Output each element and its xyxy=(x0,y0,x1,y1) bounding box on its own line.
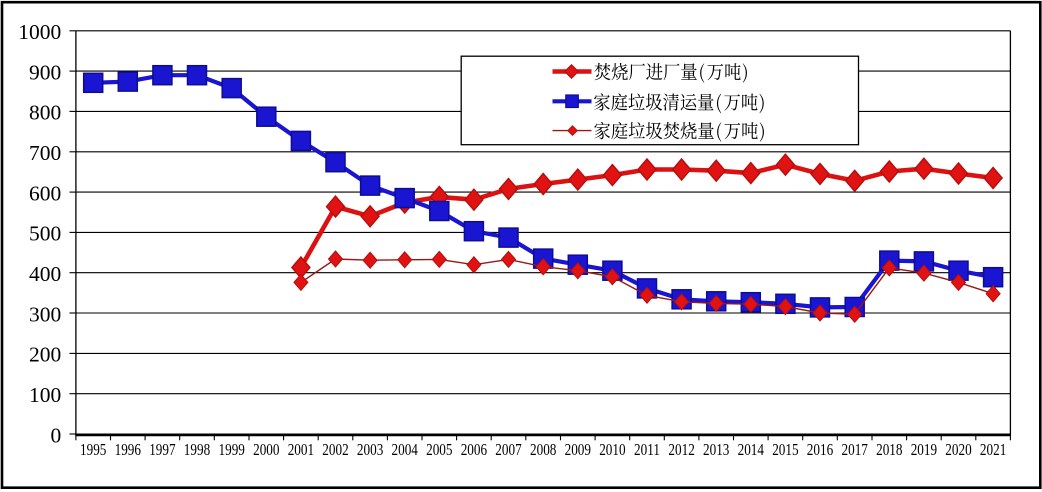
svg-text:1000: 1000 xyxy=(18,20,61,44)
svg-text:2017: 2017 xyxy=(842,442,869,460)
svg-text:2016: 2016 xyxy=(807,442,834,460)
svg-text:800: 800 xyxy=(29,101,61,125)
svg-text:2001: 2001 xyxy=(288,442,314,460)
svg-text:400: 400 xyxy=(29,262,61,286)
svg-text:2015: 2015 xyxy=(772,442,798,460)
svg-text:1996: 1996 xyxy=(115,442,142,460)
svg-text:2008: 2008 xyxy=(530,442,556,460)
svg-text:2014: 2014 xyxy=(738,442,765,460)
svg-text:2019: 2019 xyxy=(911,442,937,460)
svg-text:2005: 2005 xyxy=(426,442,452,460)
svg-text:900: 900 xyxy=(29,60,61,84)
svg-text:2007: 2007 xyxy=(495,442,522,460)
svg-text:1998: 1998 xyxy=(184,442,210,460)
svg-text:2010: 2010 xyxy=(599,442,625,460)
svg-text:2004: 2004 xyxy=(392,442,419,460)
svg-text:1997: 1997 xyxy=(149,442,176,460)
svg-text:2012: 2012 xyxy=(668,442,694,460)
svg-text:2013: 2013 xyxy=(703,442,729,460)
svg-text:700: 700 xyxy=(29,141,61,165)
svg-text:2020: 2020 xyxy=(945,442,971,460)
svg-text:1995: 1995 xyxy=(80,442,106,460)
svg-text:1999: 1999 xyxy=(219,442,245,460)
svg-text:100: 100 xyxy=(29,383,61,407)
svg-text:2000: 2000 xyxy=(253,442,279,460)
svg-text:2003: 2003 xyxy=(357,442,383,460)
svg-text:2018: 2018 xyxy=(876,442,902,460)
svg-text:0: 0 xyxy=(51,423,62,447)
svg-text:2009: 2009 xyxy=(565,442,591,460)
svg-text:300: 300 xyxy=(29,302,61,326)
svg-text:2011: 2011 xyxy=(634,442,660,460)
svg-text:500: 500 xyxy=(29,222,61,246)
svg-text:2002: 2002 xyxy=(322,442,348,460)
svg-text:2006: 2006 xyxy=(461,442,488,460)
svg-text:2021: 2021 xyxy=(980,442,1006,460)
svg-text:600: 600 xyxy=(29,181,61,205)
svg-text:200: 200 xyxy=(29,343,61,367)
